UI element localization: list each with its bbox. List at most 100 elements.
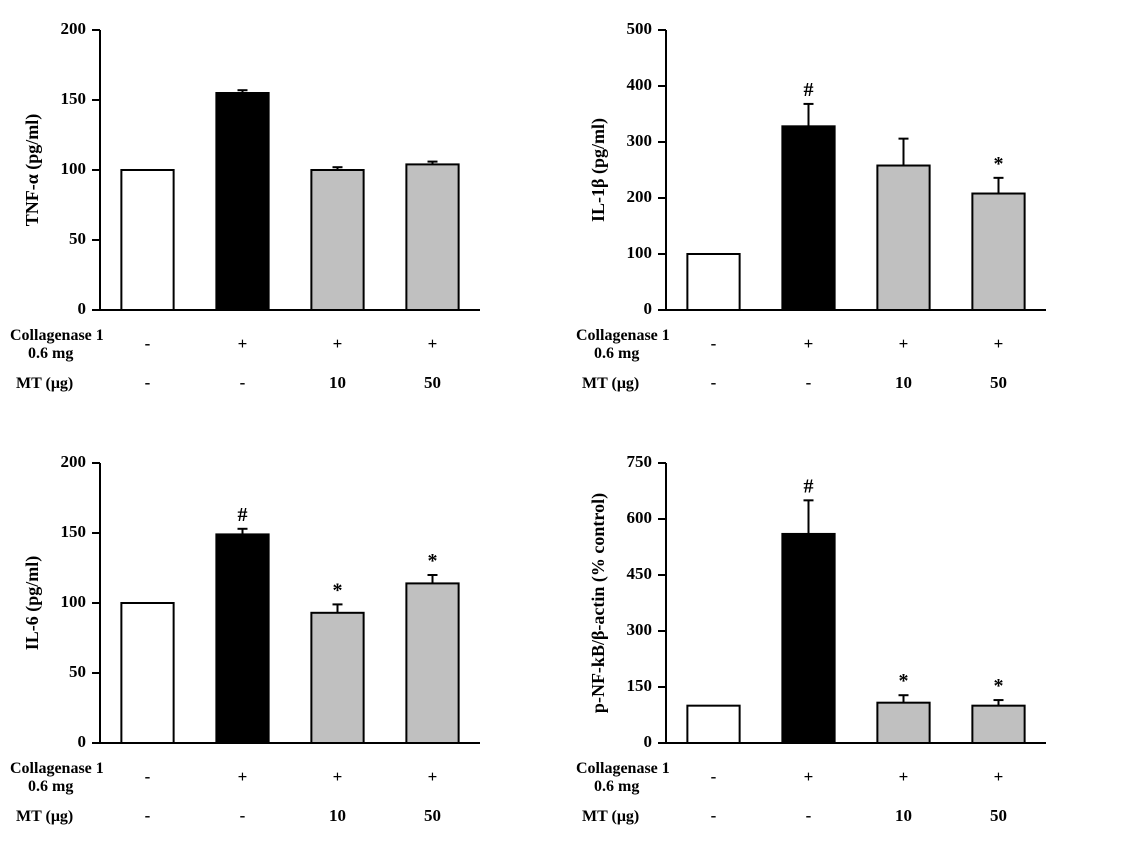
- significance-marker: *: [899, 670, 909, 692]
- y-tick-label: 150: [627, 676, 653, 695]
- significance-marker: *: [428, 550, 438, 572]
- y-tick-label: 200: [61, 452, 87, 471]
- bar: [782, 126, 834, 310]
- chart-tnf_alpha: 0 50 100 150 200 TNF-α (pg/ml) Collagenase 10.…: [0, 0, 566, 433]
- bar: [406, 164, 458, 310]
- significance-marker: #: [238, 504, 248, 526]
- x-row-value-collagenase: +: [333, 334, 343, 353]
- x-row-value-collagenase: +: [238, 767, 248, 786]
- x-row-value-mt: -: [711, 373, 717, 392]
- x-row-label-collagenase: Collagenase 1: [10, 327, 104, 344]
- x-row-value-mt: -: [806, 806, 812, 825]
- x-row-value-mt: -: [240, 806, 246, 825]
- x-row-value-mt: -: [145, 806, 151, 825]
- x-row-value-mt: 10: [895, 373, 912, 392]
- y-axis-title: IL-6 (pg/ml): [22, 556, 43, 651]
- significance-marker: *: [994, 153, 1004, 175]
- panel-pnfkb: 0 150 300 450 600 750 # * * p-NF-kB/β-actin (% co…: [566, 433, 1132, 866]
- bar: [687, 706, 739, 743]
- y-tick-label: 750: [627, 452, 653, 471]
- x-row-label-collagenase: Collagenase 1: [10, 760, 104, 777]
- x-row-label-collagenase-dose: 0.6 mg: [594, 345, 639, 362]
- y-tick-label: 200: [627, 187, 653, 206]
- y-tick-label: 450: [627, 564, 653, 583]
- y-tick-label: 100: [61, 592, 87, 611]
- x-row-label-mt: MT (μg): [582, 808, 639, 825]
- bar: [972, 706, 1024, 743]
- x-row-value-collagenase: -: [711, 334, 717, 353]
- x-row-label-mt: MT (μg): [16, 375, 73, 392]
- bar: [877, 166, 929, 310]
- significance-marker: *: [333, 579, 343, 601]
- y-axis-title: TNF-α (pg/ml): [22, 114, 43, 227]
- y-tick-label: 100: [627, 243, 653, 262]
- x-row-value-mt: 50: [424, 806, 441, 825]
- bar: [311, 613, 363, 743]
- y-tick-label: 100: [61, 159, 87, 178]
- x-row-value-mt: 10: [329, 373, 346, 392]
- x-row-label-collagenase: Collagenase 1: [576, 760, 670, 777]
- significance-marker: #: [804, 79, 814, 101]
- x-row-value-collagenase: +: [333, 767, 343, 786]
- y-tick-label: 50: [69, 229, 86, 248]
- bar: [687, 254, 739, 310]
- chart-grid: 050100150200TNF-α (pg/ml)Collagenase 10.…: [0, 0, 1132, 866]
- x-row-value-collagenase: +: [994, 334, 1004, 353]
- y-tick-label: 500: [627, 19, 653, 38]
- y-axis-title: IL-1β (pg/ml): [588, 118, 609, 222]
- x-row-value-mt: 50: [990, 806, 1007, 825]
- x-row-label-mt: MT (μg): [582, 375, 639, 392]
- x-row-value-collagenase: -: [711, 767, 717, 786]
- x-row-label-collagenase-dose: 0.6 mg: [28, 345, 73, 362]
- x-row-value-collagenase: +: [899, 334, 909, 353]
- x-row-value-mt: -: [145, 373, 151, 392]
- bar: [782, 534, 834, 743]
- x-row-value-mt: -: [711, 806, 717, 825]
- y-tick-label: 200: [61, 19, 87, 38]
- y-tick-label: 400: [627, 75, 653, 94]
- x-row-label-mt: MT (μg): [16, 808, 73, 825]
- bar: [121, 170, 173, 310]
- x-row-value-collagenase: +: [238, 334, 248, 353]
- panel-il6: 050100150200#**IL-6 (pg/ml)Collagenase 1…: [0, 433, 566, 866]
- significance-marker: #: [804, 475, 814, 497]
- bar: [972, 194, 1024, 310]
- bar: [311, 170, 363, 310]
- y-axis-title: p-NF-kB/β-actin (% control): [588, 493, 609, 713]
- x-row-value-collagenase: -: [145, 767, 151, 786]
- chart-il6: 050100150200#**IL-6 (pg/ml)Collagenase 1…: [0, 433, 566, 866]
- significance-marker: *: [994, 675, 1004, 697]
- x-row-value-collagenase: +: [428, 767, 438, 786]
- x-row-value-collagenase: +: [428, 334, 438, 353]
- panel-il1-beta: 0 100 200 300 400 500 # * IL-1β (pg/ml) Collagena…: [566, 0, 1132, 433]
- x-row-value-mt: 10: [895, 806, 912, 825]
- x-row-label-collagenase-dose: 0.6 mg: [28, 778, 73, 795]
- x-row-value-collagenase: -: [145, 334, 151, 353]
- y-tick-label: 50: [69, 662, 86, 681]
- y-tick-label: 150: [61, 89, 87, 108]
- x-row-label-collagenase-dose: 0.6 mg: [594, 778, 639, 795]
- x-row-value-collagenase: +: [899, 767, 909, 786]
- x-row-value-collagenase: +: [804, 767, 814, 786]
- bar: [406, 583, 458, 743]
- x-row-label-collagenase: Collagenase 1: [576, 327, 670, 344]
- y-tick-label: 150: [61, 522, 87, 541]
- y-tick-label: 0: [78, 299, 87, 318]
- bar: [121, 603, 173, 743]
- x-row-value-collagenase: +: [994, 767, 1004, 786]
- bar: [216, 534, 268, 743]
- panel-tnf-alpha: 0 50 100 150 200 TNF-α (pg/ml) Collagenase 10.…: [0, 0, 566, 433]
- y-tick-label: 300: [627, 131, 653, 150]
- chart-il1_beta: 0 100 200 300 400 500 # * IL-1β (pg/ml) Collagena…: [566, 0, 1132, 433]
- chart-pnfkb: 0 150 300 450 600 750 # * * p-NF-kB/β-actin (% co…: [566, 433, 1132, 866]
- y-tick-label: 300: [627, 620, 653, 639]
- x-row-value-collagenase: +: [804, 334, 814, 353]
- y-tick-label: 0: [644, 732, 653, 751]
- x-row-value-mt: -: [806, 373, 812, 392]
- x-row-value-mt: 10: [329, 806, 346, 825]
- y-tick-label: 0: [644, 299, 653, 318]
- x-row-value-mt: 50: [424, 373, 441, 392]
- y-tick-label: 600: [627, 508, 653, 527]
- x-row-value-mt: -: [240, 373, 246, 392]
- x-row-value-mt: 50: [990, 373, 1007, 392]
